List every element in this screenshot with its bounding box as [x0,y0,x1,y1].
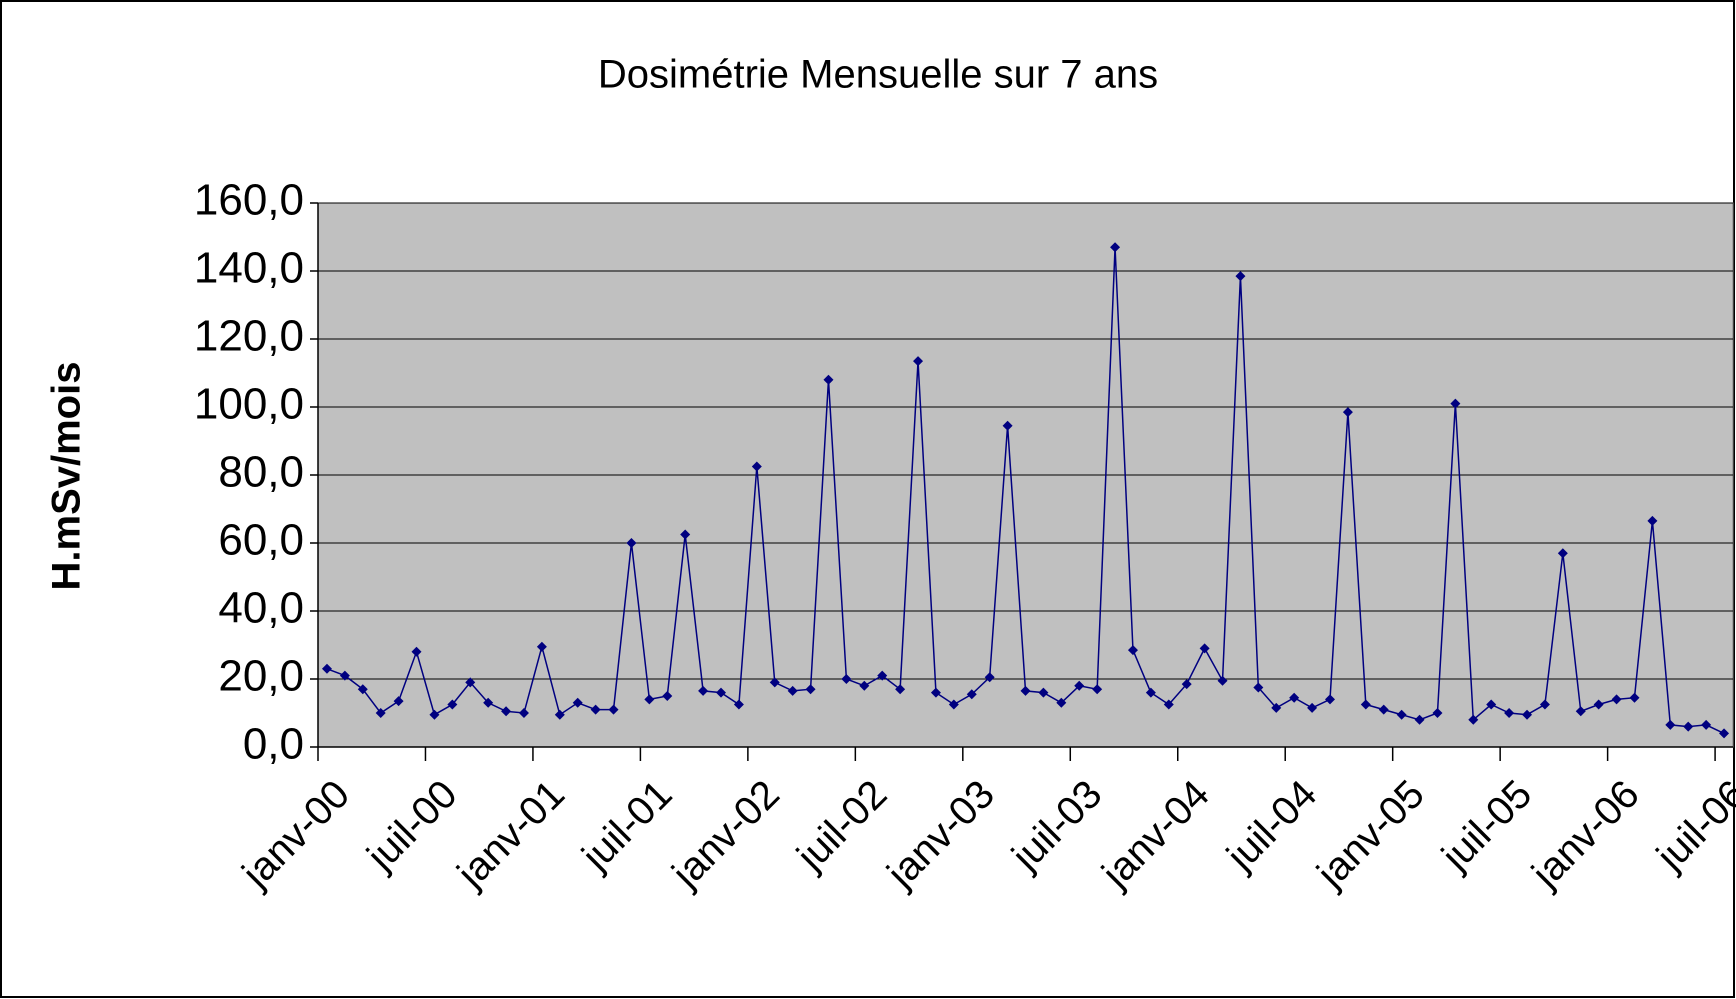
data-point [680,529,691,540]
data-point [501,706,512,717]
data-point [733,699,744,710]
data-point [1719,728,1730,739]
data-point [1181,679,1192,690]
data-point [590,704,601,715]
data-point [1324,694,1335,705]
data-point [1289,692,1300,703]
data-point [429,709,440,720]
data-point [1647,515,1658,526]
data-point [948,699,959,710]
y-tick-label: 0,0 [243,720,304,769]
data-point [1432,708,1443,718]
data-point [823,374,834,385]
data-point [751,461,762,472]
data-point [357,684,368,695]
data-point [1468,714,1479,725]
chart-title: Dosimétrie Mensuelle sur 7 ans [598,53,1158,97]
data-point [1217,675,1228,686]
data-point [644,694,655,705]
data-point [572,697,583,708]
y-tick-label: 140,0 [194,244,304,293]
data-point [1038,687,1049,698]
data-point [1701,719,1712,730]
data-point [1611,694,1622,705]
data-point [662,691,673,701]
data-point [1127,645,1138,656]
data-point [805,684,816,695]
data-point [1593,699,1604,710]
data-point [608,704,619,715]
data-point [411,646,422,657]
data-point [465,677,476,688]
data-point [1199,643,1210,654]
data-point [1557,548,1568,559]
y-axis-label: H.mSv/mois [45,362,89,591]
data-point [1683,721,1694,732]
data-point [1110,242,1121,253]
data-point [859,680,870,691]
data-point [1307,702,1318,713]
data-point [1092,684,1103,695]
data-point [626,538,637,548]
data-point [321,663,332,674]
data-point [895,684,906,695]
data-point [1396,709,1407,720]
data-point [841,674,852,684]
data-point [536,641,547,652]
data-point [1056,697,1067,708]
data-point [1342,407,1353,418]
data-point [1450,398,1461,409]
data-point [1020,685,1031,696]
data-point [1414,714,1425,725]
data-point [787,685,798,696]
data-point [339,670,350,681]
data-point [1539,699,1550,710]
data-point [930,687,941,698]
data-point [1486,699,1497,710]
data-point [554,709,565,720]
y-tick-label: 120,0 [194,312,304,361]
data-point [375,708,386,718]
data-point [483,697,494,708]
data-point [698,685,709,696]
data-point [1235,271,1246,282]
y-tick-label: 40,0 [218,584,304,633]
data-point [1253,682,1264,693]
data-point [1504,708,1515,718]
data-point [1002,420,1013,431]
data-point [913,356,924,367]
data-point [518,708,529,718]
data-point [966,689,977,700]
data-point [1575,706,1586,717]
data-point [877,670,888,681]
data-point [1629,692,1640,703]
data-point [1360,699,1371,710]
data-point [1378,704,1389,715]
data-point [1074,680,1085,691]
data-point [1271,702,1282,713]
y-tick-label: 100,0 [194,380,304,429]
y-tick-label: 20,0 [218,652,304,701]
data-point [1665,719,1676,730]
y-tick-label: 160,0 [194,176,304,225]
data-point [1145,687,1156,698]
data-point [447,699,458,710]
data-point [1522,709,1533,720]
data-point [984,672,995,683]
y-tick-label: 60,0 [218,516,304,565]
data-point [716,687,727,698]
data-point [393,696,404,707]
data-point [769,677,780,688]
data-point [1163,699,1174,710]
y-tick-label: 80,0 [218,448,304,497]
